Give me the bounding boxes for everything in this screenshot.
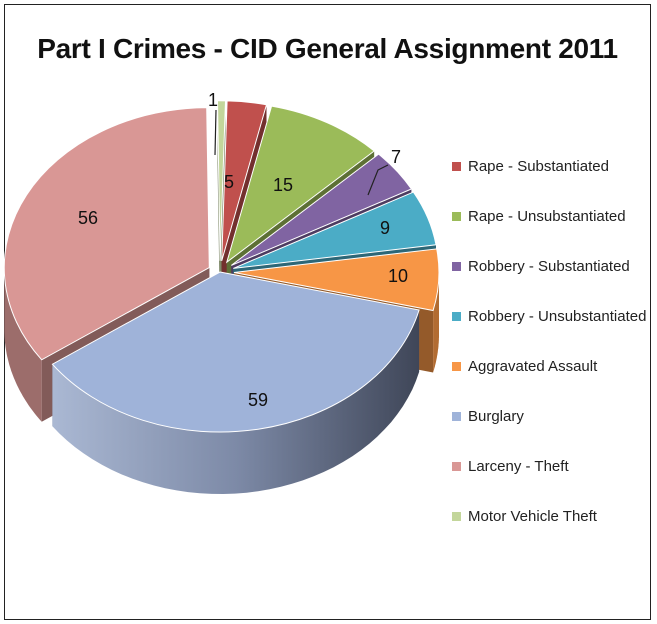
legend-item-robbery-substantiated: Robbery - Substantiated [452,256,630,276]
pie-slice-wall-motor-vehicle-theft [220,100,226,323]
legend-label: Larceny - Theft [468,457,569,475]
legend-item-burglary: Burglary [452,406,524,426]
legend-swatch [452,161,461,171]
legend-label: Motor Vehicle Theft [468,507,597,525]
legend-swatch [452,511,461,521]
data-label-motor-vehicle-theft: 1 [208,90,218,110]
legend-label: Burglary [468,407,524,425]
data-label-aggravated-assault: 10 [388,266,408,286]
chart-title: Part I Crimes - CID General Assignment 2… [37,33,618,64]
pie-slice-side-aggravated-assault [433,272,439,373]
legend-swatch [452,261,461,271]
legend-swatch [452,311,461,321]
pie-slice-top-burglary [51,271,420,433]
legend-label: Robbery - Substantiated [468,257,630,275]
data-label-rape-substantiated: 5 [224,172,234,192]
pie-slice-burglary [51,271,420,494]
pie-slice-motor-vehicle-theft [216,100,227,323]
leader-line-robbery-substantiated [367,164,389,196]
legend-item-robbery-unsubstantiated: Robbery - Unsubstantiated [452,306,646,326]
legend-item-rape-substantiated: Rape - Substantiated [452,156,609,176]
data-label-larceny-theft: 56 [78,208,98,228]
legend-swatch [452,411,461,421]
data-label-robbery-unsubstantiated: 9 [380,218,390,238]
legend-label: Rape - Substantiated [468,157,609,175]
legend-item-rape-unsubstantiated: Rape - Unsubstantiated [452,206,626,226]
legend-swatch [452,461,461,471]
legend-item-motor-vehicle-theft: Motor Vehicle Theft [452,506,597,526]
leader-line-motor-vehicle-theft [214,109,217,156]
legend-item-aggravated-assault: Aggravated Assault [452,356,597,376]
legend-swatch [452,361,461,371]
pie-slice-side-burglary [52,310,420,494]
pie-slice-top-aggravated-assault [233,248,440,312]
pie-slice-top-robbery-substantiated [230,153,413,266]
data-label-rape-unsubstantiated: 15 [273,175,293,195]
pie-slice-top-larceny-theft [3,107,210,361]
data-label-robbery-substantiated: 7 [391,147,401,167]
pie-slice-top-motor-vehicle-theft [216,100,227,261]
legend-item-larceny-theft: Larceny - Theft [452,456,569,476]
legend-label: Aggravated Assault [468,357,598,375]
data-label-burglary: 59 [248,390,268,410]
pie-slice-top-robbery-unsubstantiated [233,191,437,269]
legend-label: Rape - Unsubstantiated [468,207,626,225]
legend-swatch [452,211,461,221]
pie-slice-top-rape-unsubstantiated [225,105,376,264]
legend-label: Robbery - Unsubstantiated [468,307,647,325]
pie-slice-top-rape-substantiated [221,100,268,262]
pie-slice-side-larceny-theft [4,267,42,422]
